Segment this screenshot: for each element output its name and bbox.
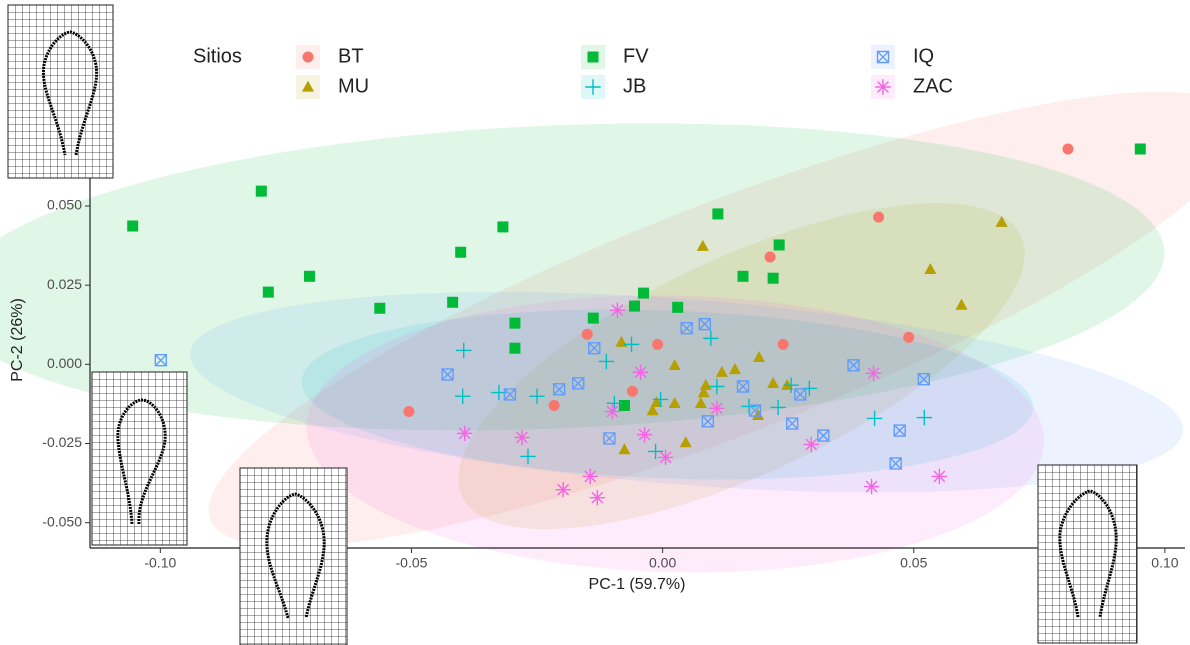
- data-point: [549, 400, 560, 411]
- data-point: [610, 302, 625, 317]
- data-point: [590, 490, 605, 505]
- data-point: [447, 297, 458, 308]
- data-point: [774, 239, 785, 250]
- chart: -0.10 -0.05 0.00 0.05 0.10 -0.050 -0.025 0.000 0…: [0, 0, 1190, 645]
- x-tick-label: 0.10: [1151, 555, 1178, 571]
- x-tick-label: 0.00: [649, 555, 676, 571]
- data-point: [866, 366, 881, 381]
- legend: BT MU FV JB IQ ZAC: [296, 45, 953, 99]
- legend-label: IQ: [913, 45, 934, 67]
- y-tick-label: -0.025: [42, 434, 82, 450]
- x-tick-label: 0.05: [900, 555, 927, 571]
- x-axis-label: PC-1 (59.7%): [589, 576, 686, 593]
- data-point: [932, 469, 947, 484]
- data-point: [629, 301, 640, 312]
- data-point: [582, 329, 593, 340]
- y-tick-label: -0.050: [42, 513, 82, 529]
- data-point: [583, 469, 598, 484]
- legend-label: BT: [338, 45, 364, 67]
- data-point: [638, 288, 649, 299]
- data-point: [633, 365, 648, 380]
- data-point: [737, 271, 748, 282]
- legend-marker: [303, 52, 314, 63]
- data-point: [588, 313, 599, 324]
- data-point: [514, 430, 529, 445]
- data-point: [374, 303, 385, 314]
- data-point: [455, 247, 466, 258]
- data-point: [864, 479, 879, 494]
- data-point: [263, 287, 274, 298]
- legend-title: Sitios: [193, 45, 242, 67]
- x-tick-label: -0.10: [144, 555, 176, 571]
- data-point: [555, 482, 570, 497]
- shape-inset: [92, 372, 187, 545]
- y-axis-label: PC-2 (26%): [9, 298, 26, 382]
- legend-label: JB: [623, 75, 646, 97]
- data-point: [619, 400, 630, 411]
- y-tick-label: 0.025: [47, 276, 82, 292]
- data-point: [1135, 144, 1146, 155]
- y-tick-label: 0.000: [47, 355, 82, 371]
- data-point: [509, 343, 520, 354]
- data-point: [712, 208, 723, 219]
- y-tick-label: 0.050: [47, 197, 82, 213]
- legend-marker: [588, 52, 599, 63]
- data-point: [778, 339, 789, 350]
- data-point: [403, 406, 414, 417]
- data-point: [804, 437, 819, 452]
- legend-marker: [875, 79, 890, 94]
- legend-label: FV: [623, 45, 649, 67]
- data-point: [672, 302, 683, 313]
- data-point: [768, 273, 779, 284]
- data-point: [765, 251, 776, 262]
- shape-inset: [1038, 465, 1137, 643]
- legend-label: MU: [338, 75, 369, 97]
- data-point: [709, 401, 724, 416]
- shape-inset: [240, 468, 347, 645]
- data-point: [509, 318, 520, 329]
- data-point: [627, 386, 638, 397]
- data-point: [652, 339, 663, 350]
- data-point: [304, 271, 315, 282]
- data-point: [605, 404, 620, 419]
- shape-inset: [8, 5, 113, 178]
- data-point: [1062, 144, 1073, 155]
- legend-label: ZAC: [913, 75, 953, 97]
- data-point: [658, 450, 673, 465]
- data-point: [903, 332, 914, 343]
- data-point: [873, 212, 884, 223]
- x-tick-label: -0.05: [396, 555, 428, 571]
- data-point: [256, 186, 267, 197]
- data-point: [497, 221, 508, 232]
- data-point: [127, 220, 138, 231]
